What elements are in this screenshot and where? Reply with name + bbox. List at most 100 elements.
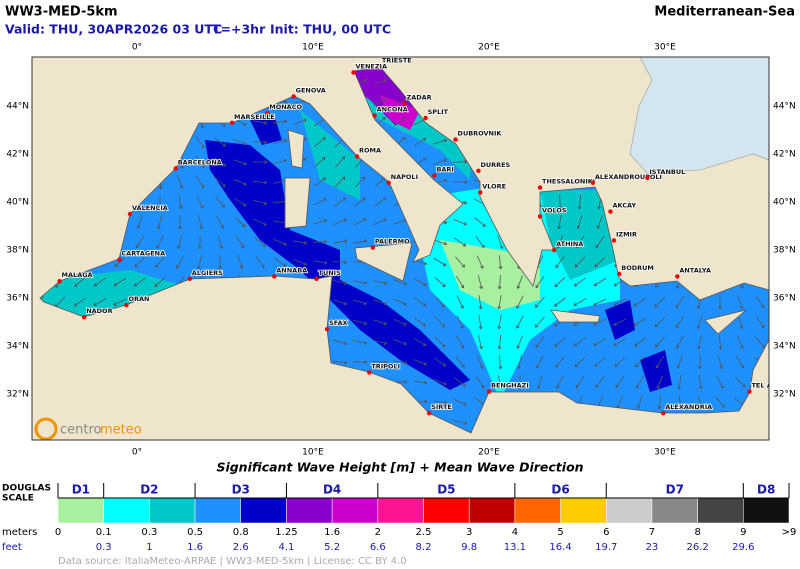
wave-arrow: [736, 335, 744, 349]
wave-arrow: [218, 254, 223, 270]
wave-arrow: [556, 235, 564, 249]
wave-arrow: [433, 158, 447, 165]
legend-swatch: [560, 497, 607, 524]
wave-arrow: [613, 337, 627, 347]
wave-arrow: [393, 279, 407, 286]
legend: D1 D2 D3 D4 D5 D6 D7 D8 0 0.1 0.3 0.5 0.8 1.25 1.6 2 2.5…: [55, 483, 797, 554]
wave-arrow: [333, 239, 348, 244]
city-label: THESSALONIKI: [542, 178, 595, 186]
wave-arrow: [373, 78, 387, 85]
feet-label: 23: [646, 542, 659, 553]
wave-arrow: [178, 195, 183, 210]
wave-arrow: [455, 256, 466, 268]
wave-arrow: [497, 235, 504, 249]
meters-label: 1.6: [324, 527, 340, 538]
meters-label: 9: [740, 527, 746, 538]
legend-swatch: [149, 497, 196, 524]
city-dot: [324, 327, 330, 332]
douglas-label: D5: [437, 483, 455, 497]
wave-arrow: [554, 297, 566, 307]
douglas-label: D8: [757, 483, 775, 497]
wave-arrow: [113, 298, 127, 306]
wave-arrow: [575, 235, 584, 249]
wave-arrow: [593, 318, 607, 326]
wave-arrow: [554, 337, 566, 348]
wave-arrow: [456, 295, 464, 309]
wave-arrow: [613, 298, 627, 306]
wave-arrow: [373, 299, 387, 306]
legend-swatch: [331, 497, 379, 524]
city-label: SFAX: [329, 319, 347, 327]
city-label: AKCAY: [612, 202, 636, 210]
lat-label: 40°N: [6, 198, 29, 208]
city-label: ANCONA: [377, 106, 408, 114]
wave-arrow: [314, 137, 326, 147]
wave-arrow: [698, 375, 703, 390]
legend-swatch: [377, 497, 424, 524]
wave-arrow: [615, 376, 625, 389]
wave-arrow: [456, 275, 465, 289]
wave-arrow: [554, 276, 566, 288]
wave-arrow: [215, 196, 225, 208]
wave-arrow: [198, 215, 203, 230]
wave-arrow: [516, 335, 524, 349]
meters-label: 0.1: [96, 527, 112, 538]
city-label: BARI: [436, 166, 453, 174]
title: WW3-MED-5km: [5, 5, 118, 20]
wave-arrow: [195, 136, 205, 149]
wave-arrow: [313, 260, 328, 265]
wave-arrow: [735, 355, 745, 369]
city-dot: [265, 111, 270, 116]
wave-arrow: [394, 117, 407, 127]
wave-arrow: [453, 219, 467, 226]
wave-arrow: [614, 357, 626, 368]
wave-arrow: [372, 360, 388, 365]
wave-zone: [250, 118, 282, 145]
wave-arrow: [434, 276, 446, 288]
lat-label: 36°N: [773, 294, 796, 304]
wave-arrow: [373, 339, 388, 345]
forecast-step: T=+3hr: [212, 22, 266, 37]
islands: [284, 129, 747, 335]
feet-label: 6.6: [370, 542, 386, 553]
wave-arrow: [353, 299, 368, 306]
wave-arrow: [656, 375, 663, 389]
douglas-label: D3: [232, 483, 250, 497]
wave-arrow: [293, 259, 307, 266]
city-label: ORAN: [128, 295, 149, 303]
wave-arrow: [333, 339, 348, 346]
wave-arrow: [434, 357, 447, 367]
meters-label: 0: [55, 527, 61, 538]
wave-arrow: [333, 280, 348, 285]
city-dot: [486, 389, 492, 394]
city-label: TEL AVIV: [751, 382, 783, 390]
lat-label: 38°N: [6, 246, 29, 256]
lon-label: 10°E: [302, 43, 324, 53]
city-dot: [124, 303, 129, 308]
wave-arrow: [154, 277, 166, 287]
wave-arrow: [133, 277, 147, 287]
wave-arrow: [535, 296, 545, 308]
lon-label: 10°E: [302, 448, 324, 458]
wave-arrow: [477, 275, 483, 290]
wave-arrow: [313, 218, 328, 225]
wave-arrow: [312, 239, 328, 244]
city-dot: [291, 94, 296, 99]
region: Mediterranean-Sea: [654, 5, 795, 20]
wave-arrow: [655, 355, 665, 369]
wave-arrow: [558, 194, 563, 210]
wave-arrow: [434, 336, 446, 348]
city-dot: [127, 211, 133, 217]
city-label: ANNABA: [276, 266, 307, 274]
logo-icon: [34, 417, 58, 440]
wave-arrow: [197, 255, 203, 270]
lat-label: 34°N: [6, 342, 29, 352]
meters-label: 2.5: [416, 527, 432, 538]
wave-arrow: [216, 215, 224, 229]
lat-label: 42°N: [6, 150, 29, 160]
city-dot: [117, 257, 122, 262]
city-label: BARCELONA: [178, 158, 222, 166]
wave-zone: [540, 190, 620, 280]
legend-swatch: [743, 497, 790, 524]
